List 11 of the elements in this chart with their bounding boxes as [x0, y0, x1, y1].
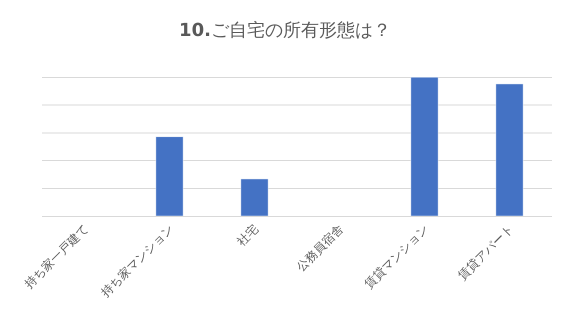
x-tick-label: 賃貸アパート [455, 222, 516, 283]
chart-title: 10.ご自宅の所有形態は？ [179, 20, 391, 41]
bar [496, 84, 524, 216]
x-tick-label: 持ち家マンション [98, 222, 176, 300]
x-tick-label: 公務員宿舎 [294, 222, 346, 274]
x-tick-label: 社宅 [234, 222, 261, 249]
bar [156, 136, 184, 216]
bar [240, 178, 268, 216]
x-tick-label: 持ち家一戸建て [22, 222, 91, 292]
x-tick-label: 賃貸マンション [362, 222, 431, 292]
bar [410, 77, 438, 216]
